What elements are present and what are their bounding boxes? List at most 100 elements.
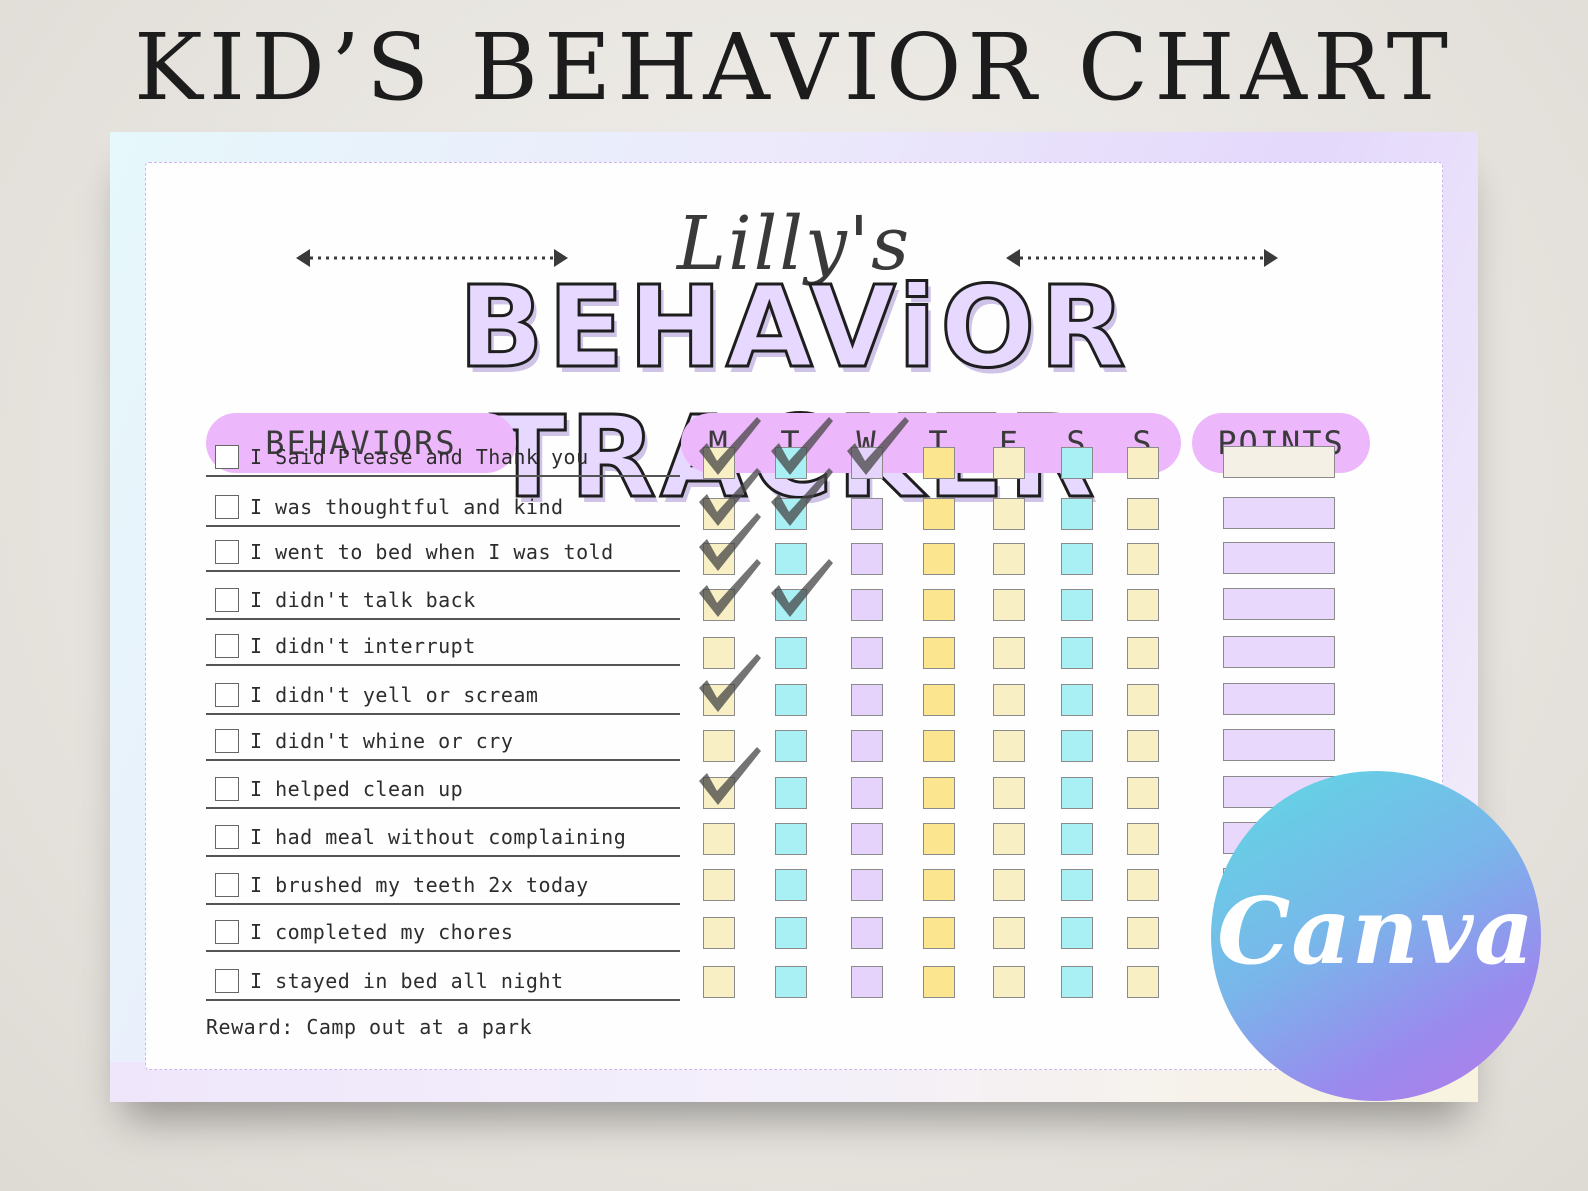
day-checkbox[interactable] <box>775 823 807 855</box>
behavior-checkbox[interactable] <box>215 445 239 469</box>
behavior-checkbox[interactable] <box>215 729 239 753</box>
day-checkbox[interactable] <box>1127 777 1159 809</box>
behavior-checkbox[interactable] <box>215 495 239 519</box>
behavior-underline <box>206 475 680 477</box>
day-checkbox[interactable] <box>993 823 1025 855</box>
day-checkbox[interactable] <box>923 589 955 621</box>
day-checkbox[interactable] <box>1127 684 1159 716</box>
behavior-checkbox[interactable] <box>215 873 239 897</box>
points-box[interactable] <box>1223 446 1335 478</box>
day-checkbox[interactable] <box>993 498 1025 530</box>
day-checkbox[interactable] <box>1127 730 1159 762</box>
day-checkbox[interactable] <box>851 730 883 762</box>
points-box[interactable] <box>1223 729 1335 761</box>
day-checkbox[interactable] <box>1127 447 1159 479</box>
behavior-row: I stayed in bed all night <box>206 969 680 999</box>
behavior-checkbox[interactable] <box>215 683 239 707</box>
day-checkbox[interactable] <box>923 498 955 530</box>
points-box[interactable] <box>1223 588 1335 620</box>
day-checkbox[interactable] <box>851 498 883 530</box>
day-checkbox[interactable] <box>851 917 883 949</box>
day-checkbox[interactable] <box>703 730 735 762</box>
day-checkbox[interactable] <box>1127 589 1159 621</box>
day-checkbox[interactable] <box>1061 777 1093 809</box>
day-checkbox[interactable] <box>1127 869 1159 901</box>
points-box[interactable] <box>1223 497 1335 529</box>
day-checkbox[interactable] <box>923 966 955 998</box>
day-checkbox[interactable] <box>703 637 735 669</box>
behavior-label: I Said Please and Thank you <box>250 445 589 469</box>
day-checkbox[interactable] <box>923 869 955 901</box>
behavior-checkbox[interactable] <box>215 825 239 849</box>
day-checkbox[interactable] <box>1061 684 1093 716</box>
day-checkbox[interactable] <box>703 823 735 855</box>
day-checkbox[interactable] <box>851 823 883 855</box>
points-box[interactable] <box>1223 683 1335 715</box>
day-checkbox[interactable] <box>923 637 955 669</box>
day-checkbox[interactable] <box>993 869 1025 901</box>
day-checkbox[interactable] <box>993 543 1025 575</box>
behavior-checkbox[interactable] <box>215 969 239 993</box>
day-checkbox[interactable] <box>851 543 883 575</box>
day-checkbox[interactable] <box>703 917 735 949</box>
behavior-underline <box>206 807 680 809</box>
day-checkbox[interactable] <box>923 777 955 809</box>
day-checkbox[interactable] <box>1061 869 1093 901</box>
behavior-checkbox[interactable] <box>215 540 239 564</box>
day-checkbox[interactable] <box>775 966 807 998</box>
day-checkbox[interactable] <box>923 447 955 479</box>
day-checkbox[interactable] <box>1061 823 1093 855</box>
day-checkbox[interactable] <box>1127 637 1159 669</box>
day-checkbox[interactable] <box>851 777 883 809</box>
behavior-checkbox[interactable] <box>215 588 239 612</box>
day-checkbox[interactable] <box>851 684 883 716</box>
day-checkbox[interactable] <box>1061 447 1093 479</box>
day-checkbox[interactable] <box>1061 589 1093 621</box>
day-checkbox[interactable] <box>993 684 1025 716</box>
day-checkbox[interactable] <box>993 637 1025 669</box>
behavior-checkbox[interactable] <box>215 634 239 658</box>
day-checkbox[interactable] <box>703 966 735 998</box>
behavior-label: I was thoughtful and kind <box>250 495 564 519</box>
day-checkbox[interactable] <box>851 637 883 669</box>
day-checkbox[interactable] <box>851 869 883 901</box>
day-checkbox[interactable] <box>993 447 1025 479</box>
day-checkbox[interactable] <box>993 730 1025 762</box>
day-checkbox[interactable] <box>923 684 955 716</box>
day-checkbox[interactable] <box>775 543 807 575</box>
behavior-checkbox[interactable] <box>215 777 239 801</box>
day-checkbox[interactable] <box>1061 730 1093 762</box>
day-checkbox[interactable] <box>993 966 1025 998</box>
day-checkbox[interactable] <box>923 543 955 575</box>
day-checkbox[interactable] <box>775 637 807 669</box>
check-mark-icon <box>699 468 761 526</box>
day-checkbox[interactable] <box>923 917 955 949</box>
day-checkbox[interactable] <box>923 823 955 855</box>
day-checkbox[interactable] <box>993 917 1025 949</box>
day-checkbox[interactable] <box>1061 498 1093 530</box>
day-checkbox[interactable] <box>851 966 883 998</box>
points-box[interactable] <box>1223 636 1335 668</box>
day-checkbox[interactable] <box>703 869 735 901</box>
day-checkbox[interactable] <box>993 589 1025 621</box>
points-box[interactable] <box>1223 542 1335 574</box>
day-checkbox[interactable] <box>1127 543 1159 575</box>
behavior-checkbox[interactable] <box>215 920 239 944</box>
day-checkbox[interactable] <box>775 869 807 901</box>
day-checkbox[interactable] <box>1061 637 1093 669</box>
day-checkbox[interactable] <box>775 684 807 716</box>
day-checkbox[interactable] <box>923 730 955 762</box>
day-checkbox[interactable] <box>851 589 883 621</box>
day-checkbox[interactable] <box>1127 498 1159 530</box>
day-checkbox[interactable] <box>775 917 807 949</box>
day-checkbox[interactable] <box>1061 917 1093 949</box>
day-checkbox[interactable] <box>1061 543 1093 575</box>
day-checkbox[interactable] <box>1061 966 1093 998</box>
day-checkbox[interactable] <box>993 777 1025 809</box>
day-checkbox[interactable] <box>1127 966 1159 998</box>
day-checkbox[interactable] <box>1127 823 1159 855</box>
day-checkbox[interactable] <box>775 730 807 762</box>
day-checkbox[interactable] <box>1127 917 1159 949</box>
points-header: POINTS <box>1192 413 1370 473</box>
day-checkbox[interactable] <box>775 777 807 809</box>
